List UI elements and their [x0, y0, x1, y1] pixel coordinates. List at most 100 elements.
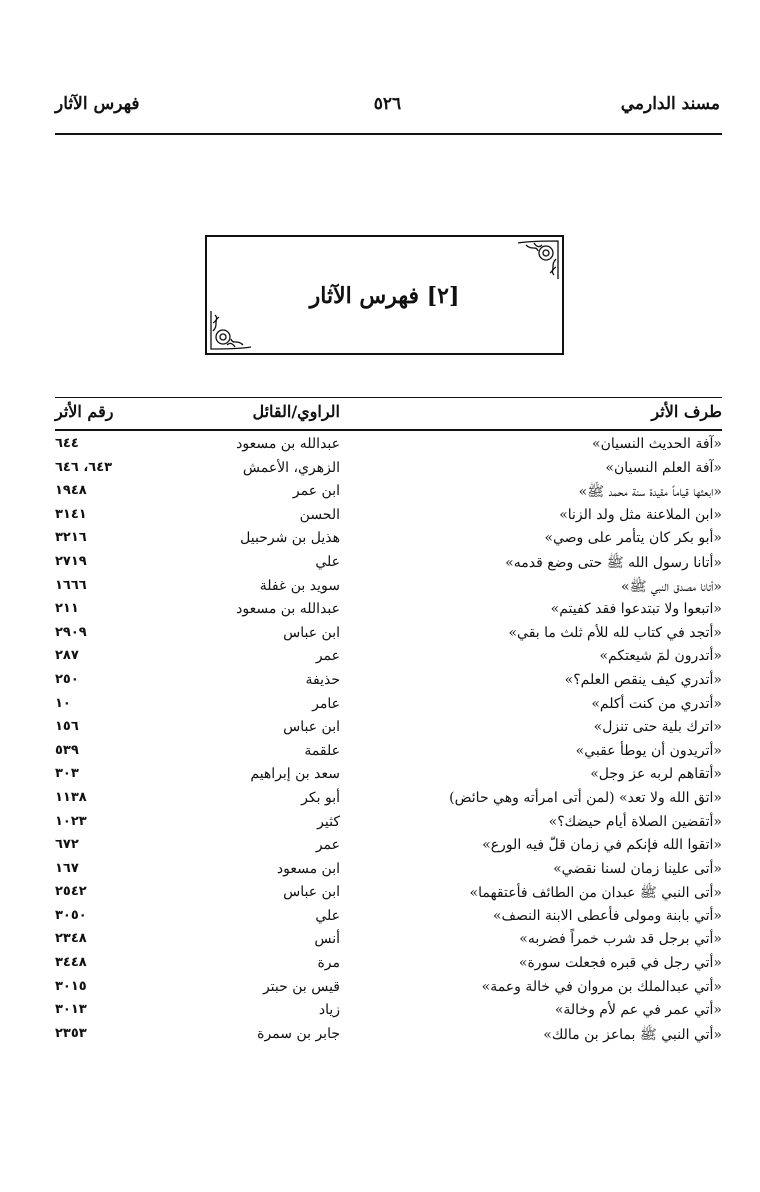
index-table: «آفة الحديث النسيان» عبدالله بن مسعود ٦٤٤ «… — [55, 433, 722, 1046]
narrator: ابن عباس — [283, 719, 340, 736]
narrator: قيس بن حبتر — [262, 978, 340, 995]
narrator: جابر بن سمرة — [257, 1025, 340, 1042]
table-row: «أبو بكر كان يتأمر على وصي» هذيل بن شرحبي… — [55, 527, 722, 551]
table-row: «أتى النبي ﷺ عبدان من الطائف فأعتقهما» اب… — [55, 881, 722, 905]
athar-number: ٢٣٥٣ — [55, 1025, 87, 1041]
athar-number: ٢٨٧ — [55, 648, 79, 664]
narrator: أبو بكر — [301, 789, 340, 806]
athar-number: ٣٠١٥ — [55, 978, 87, 994]
table-row: «اترك بلية حتى تنزل» ابن عباس ١٥٦ — [55, 716, 722, 740]
table-row: «أتي النبي ﷺ بماعز بن مالك» جابر بن سمرة ٢… — [55, 1023, 722, 1047]
narrator: ابن عمر — [292, 483, 340, 500]
athar-text: «أتجد في كتاب لله للأم ثلث ما بقي» — [508, 624, 722, 641]
table-row: «أتقاهم لربه عز وجل» سعد بن إبراهيم ٣٠٣ — [55, 763, 722, 787]
column-header-narrator: الراوي/القائل — [252, 402, 340, 421]
section-title-box: [٢] فهرس الآثار — [205, 235, 564, 355]
athar-text: «أتي عمر في عم لأم وخالة» — [554, 1002, 722, 1019]
running-header: مسند الدارمي ٥٢٦ فهرس الآثار — [55, 94, 720, 124]
narrator: هذيل بن شرحبيل — [240, 530, 340, 547]
header-rule — [55, 133, 722, 135]
athar-number: ١٦٧ — [55, 860, 79, 876]
athar-text: «أتانا رسول الله ﷺ حتى وضع قدمه» — [505, 554, 722, 571]
narrator: عامر — [312, 695, 340, 712]
athar-text: «اتبعوا ولا تبتدعوا فقد كفيتم» — [550, 601, 722, 618]
table-row: «أتدرون لمَ شيعتكم» عمر ٢٨٧ — [55, 645, 722, 669]
table-row: «أتي رجل في قبره فجعلت سورة» مرة ٣٤٤٨ — [55, 952, 722, 976]
table-row: «ابن الملاعنة مثل ولد الزنا» الحسن ٣١٤١ — [55, 504, 722, 528]
section-title: فهرس الآثار — [55, 94, 140, 114]
athar-text: «أتي برجل قد شرب خمراً فضربه» — [519, 931, 722, 948]
narrator: عمر — [315, 837, 340, 854]
athar-text: «أتدري كيف ينقص العلم؟» — [564, 671, 722, 688]
narrator: عمر — [315, 648, 340, 665]
table-row: «اتق الله ولا تعد» (لمن أتى امرأته وهي ح… — [55, 787, 722, 811]
athar-number: ٢٣٤٨ — [55, 931, 87, 947]
athar-text: «أتي بابنة ومولى فأعطى الابنة النصف» — [492, 907, 722, 924]
table-row: «أتانا مصدق النبي ﷺ» سويد بن غفلة ١٦٦٦ — [55, 575, 722, 599]
table-row: «أتي عبدالملك بن مروان في خالة وعمة» قيس … — [55, 976, 722, 1000]
athar-text: «اتق الله ولا تعد» (لمن أتى امرأته وهي ح… — [449, 789, 722, 806]
athar-text: «اترك بلية حتى تنزل» — [593, 719, 722, 736]
floral-ornament-icon — [210, 311, 252, 350]
table-header: طرف الأثر الراوي/القائل رقم الأثر — [55, 397, 722, 431]
athar-number: ١٠٢٣ — [55, 813, 87, 829]
athar-number: ٣٢١٦ — [55, 530, 87, 546]
athar-text: «ابعثها قياماً مقيدة سنة محمد ﷺ» — [578, 484, 722, 501]
narrator: سعد بن إبراهيم — [250, 766, 340, 783]
narrator: الزهري، الأعمش — [242, 459, 340, 476]
athar-number: ١١٣٨ — [55, 789, 87, 805]
table-row: «أتانا رسول الله ﷺ حتى وضع قدمه» علي ٢٧١٩ — [55, 551, 722, 575]
athar-number: ٣٤٤٨ — [55, 955, 87, 971]
athar-number: ٢٥٤٢ — [55, 884, 87, 900]
athar-number: ١٠ — [55, 695, 71, 711]
table-row: «أتريدون أن يوطأ عقبي» علقمة ٥٣٩ — [55, 740, 722, 764]
athar-text: «أتقضين الصلاة أيام حيضك؟» — [548, 813, 722, 830]
floral-ornament-icon — [517, 240, 559, 279]
table-row: «آفة العلم النسيان» الزهري، الأعمش ٦٤٣، ٦٤… — [55, 457, 722, 481]
athar-text: «أتريدون أن يوطأ عقبي» — [575, 742, 722, 759]
table-row: «أتي برجل قد شرب خمراً فضربه» أنس ٢٣٤٨ — [55, 928, 722, 952]
athar-text: «أتانا مصدق النبي ﷺ» — [621, 578, 722, 595]
table-row: «أتي عمر في عم لأم وخالة» زياد ٣٠١٣ — [55, 999, 722, 1023]
narrator: كثير — [317, 813, 340, 830]
table-row: «أتدري كيف ينقص العلم؟» حذيفة ٢٥٠ — [55, 669, 722, 693]
narrator: عبدالله بن مسعود — [236, 436, 340, 452]
athar-text: «آفة العلم النسيان» — [605, 459, 722, 476]
narrator: مرة — [317, 955, 340, 972]
athar-number: ٣٠٥٠ — [55, 907, 87, 923]
athar-text: «أتى علينا زمان لسنا نقضي» — [553, 860, 722, 877]
athar-text: «آفة الحديث النسيان» — [592, 436, 722, 452]
athar-number: ٣٠١٣ — [55, 1002, 87, 1018]
athar-text: «أتدرون لمَ شيعتكم» — [599, 648, 722, 665]
athar-number: ٢٧١٩ — [55, 553, 87, 569]
athar-number: ٢٩٠٩ — [55, 624, 87, 640]
athar-text: «أبو بكر كان يتأمر على وصي» — [544, 530, 722, 547]
table-row: «اتقوا الله فإنكم في زمان قلّ فيه الورع»… — [55, 834, 722, 858]
athar-text: «أتي النبي ﷺ بماعز بن مالك» — [543, 1026, 722, 1043]
narrator: زياد — [318, 1002, 340, 1019]
book-title: مسند الدارمي — [620, 94, 720, 114]
athar-number: ٣١٤١ — [55, 506, 87, 522]
table-row: «ابعثها قياماً مقيدة سنة محمد ﷺ» ابن عمر ١… — [55, 480, 722, 504]
column-header-number: رقم الأثر — [55, 402, 114, 421]
athar-text: «أتقاهم لربه عز وجل» — [590, 766, 722, 783]
narrator: ابن مسعود — [276, 860, 340, 877]
athar-text: «اتقوا الله فإنكم في زمان قلّ فيه الورع» — [482, 837, 722, 854]
athar-number: ٦٤٤ — [55, 436, 79, 451]
table-row: «أتي بابنة ومولى فأعطى الابنة النصف» علي ٣… — [55, 905, 722, 929]
narrator: ابن عباس — [283, 884, 340, 901]
narrator: علي — [315, 907, 340, 924]
table-row: «اتبعوا ولا تبتدعوا فقد كفيتم» عبدالله بن… — [55, 598, 722, 622]
athar-number: ٢٥٠ — [55, 671, 79, 687]
athar-text: «أتي رجل في قبره فجعلت سورة» — [518, 955, 722, 972]
section-heading: [٢] فهرس الآثار — [309, 283, 460, 309]
athar-text: «أتى النبي ﷺ عبدان من الطائف فأعتقهما» — [469, 885, 722, 902]
athar-number: ٦٧٢ — [55, 837, 79, 853]
narrator: الحسن — [299, 506, 340, 523]
athar-number: ٣٠٣ — [55, 766, 79, 782]
narrator: علي — [315, 553, 340, 570]
athar-number: ٢١١ — [55, 601, 79, 617]
narrator: أنس — [314, 931, 340, 948]
table-row: «أتجد في كتاب لله للأم ثلث ما بقي» ابن عب… — [55, 622, 722, 646]
athar-number: ١٦٦٦ — [55, 577, 87, 593]
